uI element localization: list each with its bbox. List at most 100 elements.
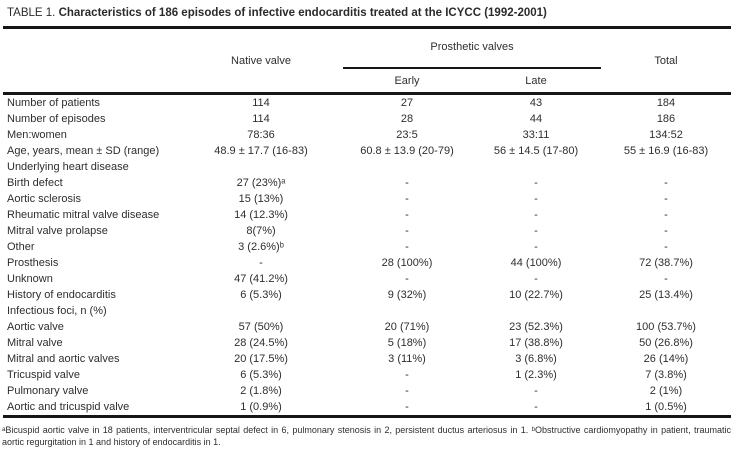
row-label: Age, years, mean ± SD (range) xyxy=(7,145,160,157)
row-label: Other xyxy=(7,241,35,253)
table-row: Unknown 47 (41.2%) - - - xyxy=(3,271,731,287)
table-row: History of endocarditis 6 (5.3%) 9 (32%)… xyxy=(3,287,731,303)
column-spacer xyxy=(317,303,343,319)
row-label: Tricuspid valve xyxy=(7,369,80,381)
cell-native-valve: 6 (5.3%) xyxy=(240,289,282,301)
row-label: Aortic and tricuspid valve xyxy=(7,401,130,413)
column-spacer xyxy=(317,271,343,287)
cell-prosthetic-late: 3 (6.8%) xyxy=(515,353,557,365)
cell-total: - xyxy=(664,193,668,205)
row-label: Underlying heart disease xyxy=(7,161,129,173)
table-row: Birth defect 27 (23%)ᵃ - - - xyxy=(3,175,731,191)
table-title-text: Characteristics of 186 episodes of infec… xyxy=(58,7,547,19)
table-row: Number of patients 114 27 43 184 xyxy=(3,94,731,112)
cell-prosthetic-late: 17 (38.8%) xyxy=(509,337,563,349)
column-header-native-valve: Native valve xyxy=(231,54,291,67)
cell-native-valve: 3 (2.6%)ᵇ xyxy=(238,241,284,253)
row-label: Mitral valve prolapse xyxy=(7,225,108,237)
column-spacer xyxy=(317,111,343,127)
column-spacer xyxy=(317,351,343,367)
cell-total: 134:52 xyxy=(649,129,683,141)
table-row: Aortic and tricuspid valve 1 (0.9%) - - … xyxy=(3,399,731,417)
cell-total: 50 (26.8%) xyxy=(639,337,693,349)
table-row: Mitral valve prolapse 8(7%) - - - xyxy=(3,223,731,239)
cell-native-valve: - xyxy=(259,257,263,269)
cell-total: 72 (38.7%) xyxy=(639,257,693,269)
column-spacer xyxy=(317,143,343,159)
cell-prosthetic-late: - xyxy=(534,401,538,413)
cell-native-valve: 8(7%) xyxy=(246,225,276,237)
table-row: Infectious foci, n (%) xyxy=(3,303,731,319)
row-label: Birth defect xyxy=(7,177,63,189)
cell-prosthetic-early: 3 (11%) xyxy=(388,353,426,365)
table-row: Aortic valve 57 (50%) 20 (71%) 23 (52.3%… xyxy=(3,319,731,335)
row-label: Infectious foci, n (%) xyxy=(7,305,107,317)
column-spacer xyxy=(317,207,343,223)
cell-prosthetic-late: 10 (22.7%) xyxy=(509,289,563,301)
column-spacer xyxy=(317,239,343,255)
cell-prosthetic-late: 44 xyxy=(529,113,543,125)
row-label: Prosthesis xyxy=(7,257,59,269)
cell-prosthetic-early: - xyxy=(405,177,409,189)
row-label: Rheumatic mitral valve disease xyxy=(7,209,160,221)
cell-total: 55 ± 16.9 (16-83) xyxy=(623,145,709,157)
cell-native-valve: 6 (5.3%) xyxy=(240,369,282,381)
cell-prosthetic-early: - xyxy=(405,225,409,237)
table-footnote: ᵃBicuspid aortic valve in 18 patients, i… xyxy=(2,425,731,447)
table-row: Aortic sclerosis 15 (13%) - - - xyxy=(3,191,731,207)
cell-native-valve: 14 (12.3%) xyxy=(234,209,288,221)
cell-prosthetic-early: - xyxy=(405,193,409,205)
cell-prosthetic-late: 56 ± 14.5 (17-80) xyxy=(493,145,579,157)
cell-prosthetic-late: 33:11 xyxy=(522,129,550,141)
cell-native-valve: 47 (41.2%) xyxy=(234,273,288,285)
header-label-spacer xyxy=(3,28,205,94)
row-label: History of endocarditis xyxy=(7,289,116,301)
cell-prosthetic-early xyxy=(343,303,471,319)
cell-prosthetic-late: - xyxy=(534,273,538,285)
cell-prosthetic-late: - xyxy=(534,241,538,253)
cell-prosthetic-early: - xyxy=(405,209,409,221)
column-header-total: Total xyxy=(654,54,678,67)
table-row: Mitral valve 28 (24.5%) 5 (18%) 17 (38.8… xyxy=(3,335,731,351)
cell-total: 1 (0.5%) xyxy=(645,401,687,413)
cell-prosthetic-early: 5 (18%) xyxy=(387,337,427,349)
column-spacer xyxy=(317,383,343,399)
cell-prosthetic-late: 44 (100%) xyxy=(510,257,562,269)
cell-total: - xyxy=(664,225,668,237)
cell-total: - xyxy=(664,241,668,253)
table-row: Underlying heart disease xyxy=(3,159,731,175)
cell-native-valve: 28 (24.5%) xyxy=(234,337,288,349)
column-spacer xyxy=(317,191,343,207)
cell-total: - xyxy=(664,177,668,189)
cell-prosthetic-early: - xyxy=(405,241,409,253)
cell-total: 2 (1%) xyxy=(649,385,683,397)
cell-native-valve: 15 (13%) xyxy=(238,193,284,205)
table-row: Mitral and aortic valves 20 (17.5%) 3 (1… xyxy=(3,351,731,367)
cell-prosthetic-late: - xyxy=(534,385,538,397)
table-row: Pulmonary valve 2 (1.8%) - - 2 (1%) xyxy=(3,383,731,399)
cell-prosthetic-early: - xyxy=(405,273,409,285)
cell-prosthetic-early: - xyxy=(405,385,409,397)
cell-prosthetic-early: 20 (71%) xyxy=(384,321,430,333)
cell-prosthetic-late: 23 (52.3%) xyxy=(509,321,563,333)
table-row: Men:women 78:36 23:5 33:11 134:52 xyxy=(3,127,731,143)
cell-prosthetic-early xyxy=(343,159,471,175)
table-row: Rheumatic mitral valve disease 14 (12.3%… xyxy=(3,207,731,223)
column-spacer xyxy=(317,335,343,351)
cell-prosthetic-early: 28 (100%) xyxy=(381,257,433,269)
cell-native-valve: 48.9 ± 17.7 (16-83) xyxy=(214,145,308,157)
table-row: Other 3 (2.6%)ᵇ - - - xyxy=(3,239,731,255)
cell-prosthetic-late: 43 xyxy=(529,97,543,109)
column-spacer xyxy=(317,175,343,191)
table-title-prefix: TABLE 1. xyxy=(7,7,56,19)
cell-native-valve: 2 (1.8%) xyxy=(240,385,282,397)
column-spacer xyxy=(317,319,343,335)
cell-prosthetic-early: 9 (32%) xyxy=(387,289,427,301)
row-label: Mitral and aortic valves xyxy=(7,353,120,365)
table-row: Age, years, mean ± SD (range) 48.9 ± 17.… xyxy=(3,143,731,159)
table-row: Prosthesis - 28 (100%) 44 (100%) 72 (38.… xyxy=(3,255,731,271)
column-spacer xyxy=(317,94,343,112)
cell-native-valve: 27 (23%)ᵃ xyxy=(236,177,286,189)
cell-total: 186 xyxy=(656,113,676,125)
column-spacer xyxy=(317,28,343,94)
